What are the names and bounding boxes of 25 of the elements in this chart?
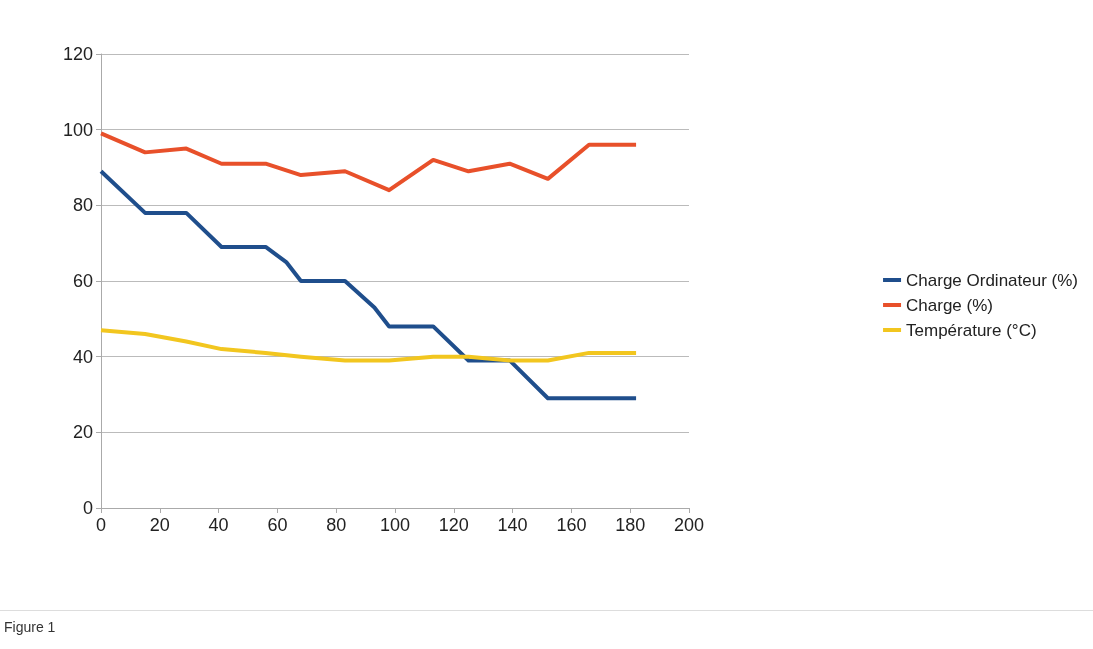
caption: Figure 1 xyxy=(3,618,57,637)
x-tick-label: 180 xyxy=(615,515,646,535)
legend-label: Charge (%) xyxy=(906,295,993,315)
x-tick-label: 200 xyxy=(673,515,705,535)
x-tick-label: 40 xyxy=(208,515,229,535)
line-series xyxy=(99,169,639,401)
y-tick-label: 20 xyxy=(72,422,93,443)
legend-label: Charge Ordinateur (%) xyxy=(906,270,1079,290)
x-tick-label: 20 xyxy=(149,515,170,535)
x-tick-label: 160 xyxy=(556,515,587,535)
y-tick-label: 100 xyxy=(62,119,93,140)
x-tick-label: 120 xyxy=(438,515,469,535)
y-tick-label: 120 xyxy=(62,44,93,64)
line-series xyxy=(99,131,639,193)
x-tick-label: 80 xyxy=(326,515,347,535)
y-tick-label: 40 xyxy=(72,346,93,367)
y-tick-label: 0 xyxy=(82,498,93,518)
y-tick-label: 80 xyxy=(72,195,93,216)
line-series xyxy=(99,328,639,363)
y-tick-label: 60 xyxy=(72,271,93,291)
x-tick-label: 100 xyxy=(379,515,411,535)
x-tick-label: 140 xyxy=(497,515,528,535)
x-tick-label: 60 xyxy=(267,515,288,535)
legend-label: Température (°C) xyxy=(906,320,1037,340)
x-tick-label: 0 xyxy=(95,515,107,535)
